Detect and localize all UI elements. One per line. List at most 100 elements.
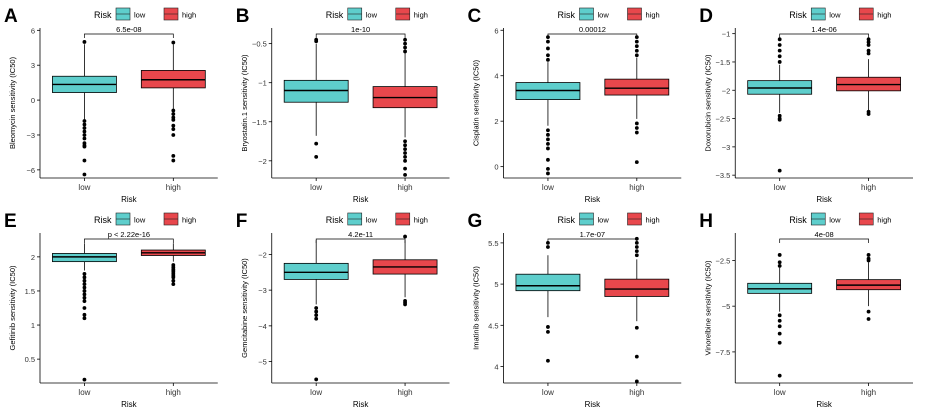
y-axis-title: Gefitinib sensitivity (IC50) bbox=[8, 265, 17, 351]
legend: Risk low high bbox=[326, 7, 428, 21]
y-tick-label: 2 bbox=[31, 253, 35, 262]
box-low bbox=[283, 240, 349, 382]
outlier-point bbox=[314, 141, 319, 146]
legend-title: Risk bbox=[558, 215, 576, 225]
outlier-point bbox=[82, 129, 87, 134]
box-high bbox=[836, 253, 901, 321]
panel-letter: F bbox=[236, 211, 248, 232]
outlier-point bbox=[546, 137, 550, 142]
outlier-point bbox=[403, 302, 407, 307]
x-axis-title: Risk bbox=[353, 195, 370, 204]
outlier-point bbox=[634, 44, 639, 49]
legend-label-low: low bbox=[366, 216, 378, 225]
outlier-point bbox=[634, 253, 639, 258]
outlier-point bbox=[777, 168, 782, 173]
outlier-point bbox=[546, 39, 550, 44]
legend-label-low: low bbox=[829, 216, 841, 225]
legend-label-low: low bbox=[598, 216, 610, 225]
panel-b: B Risk low high −2 −1.5 −1 −0.5 low high Risk Bryos… bbox=[236, 6, 450, 204]
outlier-point bbox=[546, 57, 550, 62]
x-tick-label-high: high bbox=[629, 388, 644, 397]
box-high bbox=[372, 234, 438, 307]
x-tick-label-low: low bbox=[542, 183, 554, 192]
x-tick-label-low: low bbox=[310, 388, 322, 397]
y-tick-label: 0 bbox=[494, 163, 498, 172]
outlier-point bbox=[171, 108, 176, 113]
y-tick-label: 4 bbox=[494, 72, 498, 81]
y-tick-label: −2 bbox=[722, 86, 731, 95]
box-body bbox=[283, 262, 349, 280]
outlier-point bbox=[403, 139, 407, 144]
p-value-label: 0.00012 bbox=[579, 25, 606, 34]
p-value-label: 1.4e-06 bbox=[811, 25, 836, 34]
panel-c: C Risk low high 0 2 4 6 low high Risk Cisplatin sen… bbox=[468, 6, 682, 204]
legend-title: Risk bbox=[558, 10, 576, 20]
outlier-point bbox=[82, 126, 87, 130]
outlier-point bbox=[82, 172, 87, 177]
legend-label-low: low bbox=[134, 216, 146, 225]
outlier-point bbox=[777, 117, 782, 122]
outlier-point bbox=[866, 51, 871, 56]
y-tick-label: −1 bbox=[258, 79, 267, 88]
y-tick-label: 5 bbox=[494, 280, 498, 289]
y-tick-label: 6 bbox=[31, 26, 35, 35]
legend: Risk low high bbox=[94, 7, 196, 21]
y-tick-label: −3 bbox=[26, 131, 35, 140]
outlier-point bbox=[634, 130, 639, 135]
outlier-point bbox=[314, 155, 319, 159]
y-tick-label: 3 bbox=[31, 61, 35, 70]
box-body bbox=[283, 79, 349, 103]
x-tick-label-low: low bbox=[774, 183, 786, 192]
significance-bracket bbox=[84, 33, 174, 38]
outlier-point bbox=[546, 330, 550, 334]
x-tick-label-high: high bbox=[629, 183, 644, 192]
panel-letter: E bbox=[4, 211, 17, 232]
outlier-point bbox=[634, 35, 639, 39]
legend-label-high: high bbox=[646, 11, 660, 20]
outlier-point bbox=[82, 122, 87, 127]
x-tick-label-low: low bbox=[310, 183, 322, 192]
outlier-point bbox=[546, 146, 550, 151]
box-body bbox=[604, 278, 670, 297]
legend-label-high: high bbox=[182, 216, 196, 225]
significance-bracket bbox=[779, 33, 869, 38]
outlier-point bbox=[634, 39, 639, 44]
outlier-point bbox=[777, 331, 782, 336]
outlier-point bbox=[777, 313, 782, 318]
legend-label-low: low bbox=[829, 11, 841, 20]
outlier-point bbox=[634, 325, 639, 330]
y-tick-label: 2 bbox=[494, 117, 498, 126]
outlier-point bbox=[403, 166, 407, 171]
x-axis-title: Risk bbox=[585, 400, 602, 409]
outlier-point bbox=[403, 151, 407, 155]
legend-title: Risk bbox=[789, 215, 807, 225]
outlier-point bbox=[866, 112, 871, 116]
outlier-point bbox=[171, 158, 176, 163]
significance-bracket bbox=[84, 238, 174, 243]
outlier-point bbox=[634, 245, 639, 249]
legend: Risk low high bbox=[558, 7, 660, 21]
outlier-point bbox=[403, 143, 407, 148]
significance-bracket bbox=[547, 33, 638, 38]
outlier-point bbox=[546, 46, 550, 51]
outlier-point bbox=[82, 306, 87, 310]
box-low bbox=[283, 37, 349, 159]
legend-label-high: high bbox=[414, 216, 428, 225]
legend-label-high: high bbox=[877, 216, 891, 225]
outlier-point bbox=[171, 40, 176, 45]
box-high bbox=[604, 35, 670, 164]
panel-letter: G bbox=[468, 211, 483, 232]
y-axis-title: Vinorelbine sensitivity (IC50) bbox=[703, 260, 712, 355]
legend: Risk low high bbox=[558, 212, 660, 226]
outlier-point bbox=[82, 377, 87, 382]
outlier-point bbox=[546, 157, 550, 162]
x-tick-label-low: low bbox=[78, 388, 90, 397]
outlier-point bbox=[314, 306, 319, 310]
outlier-point bbox=[866, 43, 871, 47]
outlier-point bbox=[777, 37, 782, 42]
box-low bbox=[515, 35, 581, 176]
outlier-point bbox=[403, 158, 407, 163]
significance-bracket bbox=[779, 238, 869, 243]
outlier-point bbox=[546, 358, 550, 363]
y-tick-label: −2 bbox=[258, 250, 267, 259]
